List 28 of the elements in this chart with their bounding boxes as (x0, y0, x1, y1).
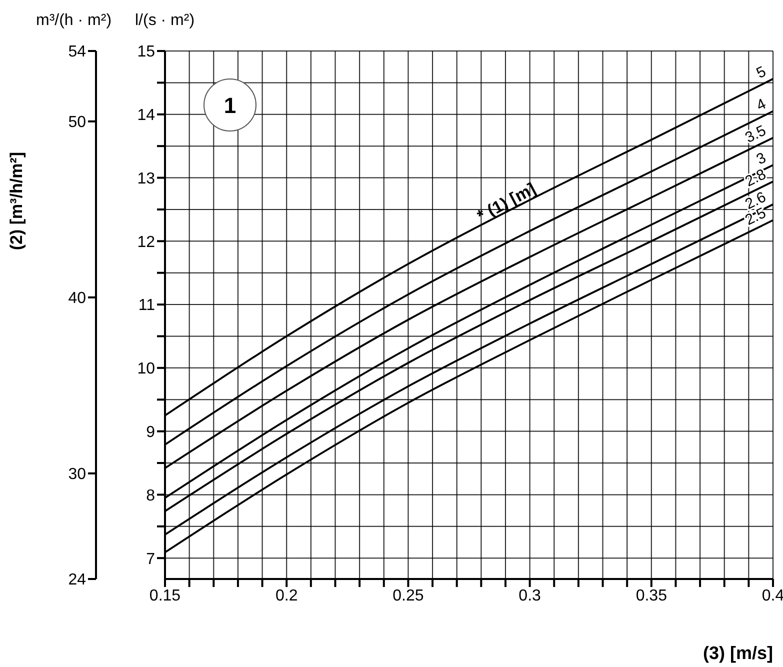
text: 3.5 (742, 122, 769, 147)
x-tick-label: 0.2 (275, 587, 298, 604)
x-tick-label: 0.3 (518, 587, 542, 604)
annotation: 1 (224, 93, 236, 118)
y2-tick-label: 24 (68, 572, 86, 589)
y-tick-label: 8 (146, 487, 156, 504)
x-axis-title: (3) [m/s] (702, 643, 773, 663)
y2-tick-label: 54 (68, 44, 86, 61)
text: (2) [m³/h/m²] (7, 152, 26, 250)
text: 3 (754, 149, 769, 168)
y-tick-label: 11 (138, 297, 156, 314)
y-tick-label: 14 (137, 107, 156, 124)
y-tick-label: 15 (137, 44, 156, 61)
y-tick-label: 7 (146, 550, 156, 568)
y-tick-label: 9 (146, 424, 156, 441)
y-axis-title: l/(s · m²) (135, 12, 195, 29)
text: 5 (754, 63, 769, 82)
x-tick-label: 0.15 (149, 587, 181, 604)
x-tick-label: 0.35 (636, 587, 668, 604)
y2-tick-label: 50 (68, 114, 86, 132)
y2-tick-label: 30 (68, 466, 86, 484)
x-tick-label: 0.25 (392, 587, 424, 604)
y-tick-label: 12 (137, 234, 156, 251)
y-tick-label: 13 (137, 170, 156, 188)
y2-axis-title: m³/(h · m²) (36, 12, 112, 29)
y-tick-label: 10 (137, 360, 156, 378)
text: 4 (754, 96, 769, 114)
y2-tick-label: 40 (68, 290, 86, 308)
